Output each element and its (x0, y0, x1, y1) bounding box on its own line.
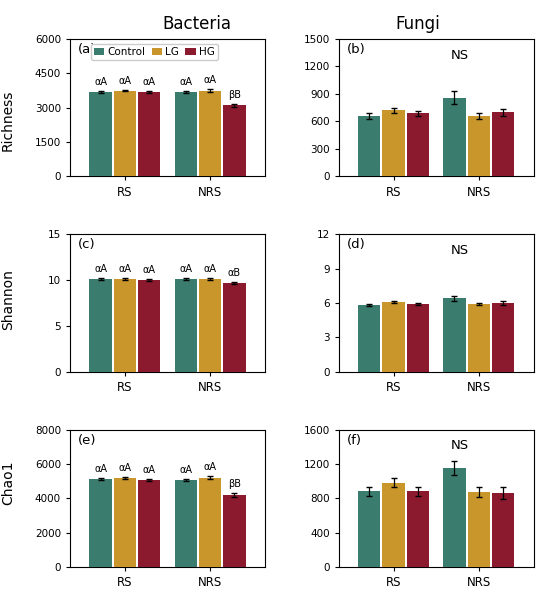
Bar (358, 116, 381, 176)
Text: NS: NS (451, 49, 469, 62)
Bar (223, 106, 246, 176)
Text: αA: αA (204, 75, 217, 85)
Text: Richness: Richness (1, 89, 15, 151)
Bar (407, 304, 429, 372)
Bar (383, 110, 405, 176)
Text: αA: αA (204, 265, 217, 274)
Text: αA: αA (179, 77, 192, 86)
Text: (e): (e) (78, 434, 96, 446)
Bar (468, 116, 490, 176)
Bar (199, 91, 221, 176)
Bar (443, 98, 466, 176)
Text: Chao1: Chao1 (1, 461, 15, 505)
Text: αA: αA (94, 265, 107, 274)
Text: αA: αA (94, 77, 107, 87)
Bar (407, 491, 429, 567)
Bar (443, 298, 466, 372)
Bar (358, 491, 381, 567)
Bar (89, 279, 112, 372)
Text: Shannon: Shannon (1, 269, 15, 331)
Bar (138, 480, 161, 567)
Text: (c): (c) (78, 238, 95, 251)
Text: (a): (a) (78, 43, 96, 56)
Bar (114, 478, 136, 567)
Bar (358, 305, 381, 372)
Text: αA: αA (119, 463, 132, 473)
Text: Fungi: Fungi (395, 15, 440, 33)
Text: αB: αB (228, 268, 241, 278)
Bar (89, 92, 112, 176)
Bar (138, 280, 161, 372)
Text: αA: αA (94, 464, 107, 474)
Bar (492, 493, 514, 567)
Text: αA: αA (143, 265, 156, 275)
Text: (d): (d) (347, 238, 365, 251)
Text: (b): (b) (347, 43, 365, 56)
Bar (468, 492, 490, 567)
Bar (383, 302, 405, 372)
Text: Bacteria: Bacteria (162, 15, 231, 33)
Text: NS: NS (451, 439, 469, 452)
Text: αA: αA (179, 265, 192, 274)
Bar (175, 92, 197, 176)
Bar (199, 279, 221, 372)
Bar (383, 483, 405, 567)
Bar (114, 91, 136, 176)
Bar (138, 92, 161, 176)
Legend: Control, LG, HG: Control, LG, HG (91, 44, 218, 61)
Bar (223, 283, 246, 372)
Text: αA: αA (179, 465, 192, 475)
Bar (407, 113, 429, 176)
Text: αA: αA (143, 465, 156, 475)
Bar (492, 303, 514, 372)
Bar (468, 304, 490, 372)
Text: αA: αA (119, 265, 132, 274)
Bar (175, 279, 197, 372)
Text: αA: αA (119, 76, 132, 86)
Bar (175, 480, 197, 567)
Text: βB: βB (228, 89, 241, 100)
Text: (f): (f) (347, 434, 362, 446)
Bar (443, 468, 466, 567)
Bar (223, 495, 246, 567)
Bar (199, 478, 221, 567)
Bar (492, 112, 514, 176)
Text: βB: βB (228, 479, 241, 489)
Text: NS: NS (451, 244, 469, 257)
Bar (89, 479, 112, 567)
Bar (114, 279, 136, 372)
Text: αA: αA (204, 462, 217, 472)
Text: αA: αA (143, 77, 156, 87)
